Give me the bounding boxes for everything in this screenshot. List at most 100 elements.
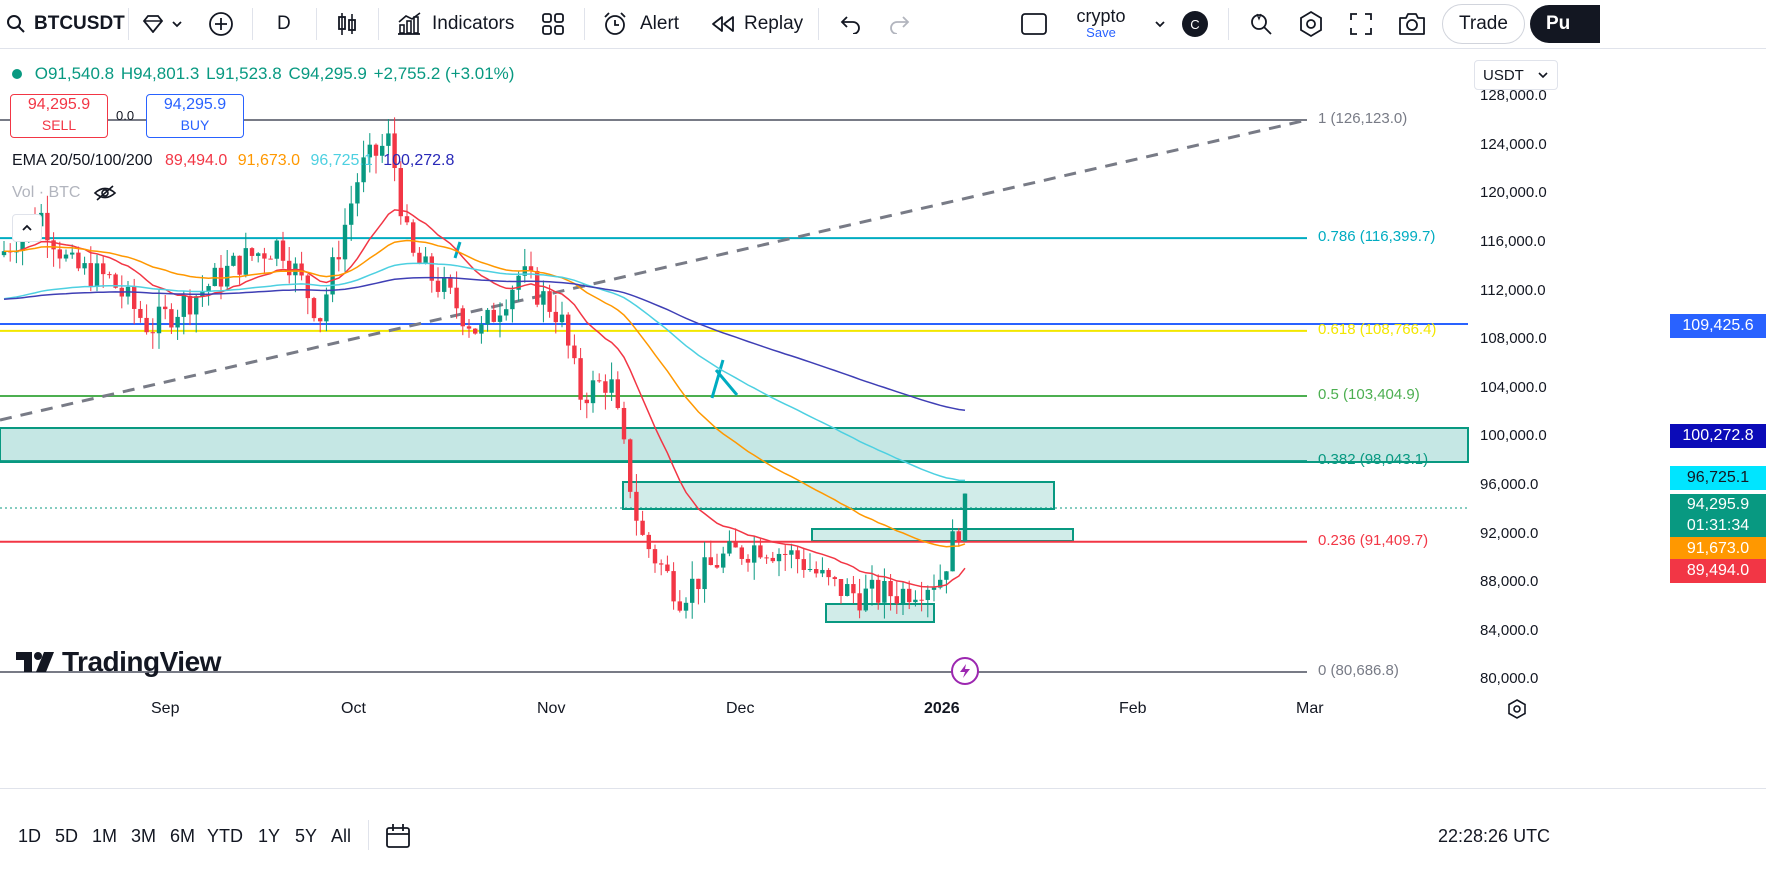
range-button[interactable]: 3M	[131, 826, 157, 846]
quick-search-button[interactable]	[1248, 0, 1274, 48]
candle-body	[845, 584, 850, 596]
candle-body	[900, 588, 906, 604]
ema-legend[interactable]: EMA 20/50/100/200 89,494.0 91,673.0 96,7…	[12, 152, 454, 170]
candle-body	[733, 541, 738, 548]
time-axis[interactable]: Sep Oct Nov Dec 2026 Feb Mar	[0, 696, 1470, 726]
indicators-button[interactable]: Indicators	[396, 0, 514, 48]
redo-button[interactable]	[888, 0, 912, 48]
range-button[interactable]: 5Y	[295, 826, 318, 846]
demand-zone	[811, 528, 1074, 542]
interval-button[interactable]: D	[277, 0, 291, 48]
layout-name-button[interactable]: crypto Save	[1062, 0, 1140, 48]
buy-label: BUY	[180, 117, 210, 133]
candle-body	[349, 203, 354, 225]
candle-body	[671, 571, 676, 602]
layout-menu-button[interactable]	[1153, 0, 1167, 48]
replay-button[interactable]: Replay	[710, 0, 803, 48]
candle-body	[770, 557, 775, 562]
settings-button[interactable]	[1297, 0, 1325, 48]
time-axis-label: Nov	[537, 700, 566, 717]
fib-level-label: 0.5 (103,404.9)	[1318, 386, 1420, 403]
symbol-search[interactable]: BTCUSDT	[6, 0, 125, 48]
candle-body	[925, 589, 930, 601]
candle-body	[535, 270, 540, 305]
candle-body	[262, 253, 267, 259]
layout-select-button[interactable]	[1020, 0, 1048, 48]
candle-body	[665, 564, 670, 572]
chart-area[interactable]: O91,540.8 H94,801.3 L91,523.8 C94,295.9 …	[0, 56, 1766, 786]
range-button[interactable]: 1D	[18, 826, 42, 846]
compare-symbol-button[interactable]	[208, 0, 234, 48]
candle-body	[944, 571, 949, 580]
candle-body	[491, 309, 496, 322]
candle-body	[355, 182, 360, 204]
candle-body	[398, 168, 403, 217]
range-button[interactable]: 1Y	[258, 826, 281, 846]
data-premium-button[interactable]	[142, 0, 184, 48]
range-button[interactable]: 1M	[92, 826, 118, 846]
publish-button[interactable]: Pu	[1530, 0, 1601, 48]
avatar[interactable]: C	[1182, 0, 1208, 48]
snapshot-button[interactable]	[1397, 0, 1427, 48]
sell-button[interactable]: 94,295.9 SELL	[10, 94, 108, 138]
candle-body	[863, 588, 868, 611]
range-button[interactable]: YTD	[207, 826, 243, 846]
tradingview-watermark[interactable]: TradingView	[14, 646, 221, 678]
candle-body	[435, 280, 441, 292]
candle-body	[256, 253, 261, 256]
candle-body	[101, 263, 106, 275]
candle-body	[528, 266, 534, 271]
fullscreen-button[interactable]	[1348, 0, 1374, 48]
price-axis-label: 116,000.0	[1480, 232, 1546, 250]
fullscreen-icon	[1350, 13, 1372, 35]
candle-body	[838, 579, 844, 596]
collapse-legend-button[interactable]	[12, 214, 42, 242]
price-axis-label: 80,000.0	[1480, 670, 1539, 688]
price-axis-label: 96,000.0	[1480, 475, 1539, 493]
chart-type-button[interactable]	[336, 0, 358, 48]
candle-body	[392, 133, 397, 169]
single-layout-icon	[1021, 13, 1047, 35]
buy-button[interactable]: 94,295.9 BUY	[146, 94, 244, 138]
undo-button[interactable]	[838, 0, 862, 48]
fib-level-label: 1 (126,123.0)	[1318, 110, 1408, 127]
volume-legend[interactable]: Vol · BTC	[12, 184, 117, 202]
gear-icon	[1508, 699, 1526, 719]
last-price: 94,295.9	[1686, 496, 1750, 513]
candle-body	[739, 547, 744, 559]
range-button[interactable]: All	[331, 826, 352, 846]
avatar-letter: C	[1182, 11, 1208, 37]
eye-hidden-icon[interactable]	[93, 184, 117, 202]
candle-body	[814, 569, 819, 574]
candles-icon	[338, 13, 356, 35]
layout-name: crypto	[1076, 6, 1126, 26]
range-button[interactable]: 5D	[55, 826, 79, 846]
candle-body	[634, 491, 639, 521]
date-range-button[interactable]	[384, 822, 412, 850]
ohlc-legend: O91,540.8 H94,801.3 L91,523.8 C94,295.9 …	[12, 64, 514, 84]
chart-canvas[interactable]	[0, 56, 1766, 786]
candle-body	[497, 315, 503, 322]
clock[interactable]: 22:28:26 UTC	[1438, 826, 1551, 846]
candle-body	[677, 601, 682, 611]
trade-button[interactable]: Trade	[1442, 0, 1525, 48]
chevron-down-icon	[172, 21, 182, 28]
candle-body	[745, 558, 751, 563]
templates-button[interactable]	[541, 0, 565, 48]
range-button[interactable]: 6M	[170, 826, 196, 846]
candle-body	[249, 248, 255, 256]
event-marker[interactable]	[951, 657, 979, 685]
candle-body	[423, 256, 428, 264]
candle-body	[1, 251, 7, 256]
bottom-bar	[0, 788, 1766, 879]
buy-price: 94,295.9	[163, 96, 227, 113]
currency-select[interactable]: USDT	[1474, 60, 1558, 90]
alert-button[interactable]: Alert	[602, 0, 679, 48]
divider	[128, 8, 129, 40]
sell-price: 94,295.9	[27, 96, 91, 113]
divider	[316, 8, 317, 40]
price-axis[interactable]: 128,000.0 124,000.0 120,000.0 116,000.0 112,…	[1470, 56, 1566, 696]
candle-body	[156, 306, 162, 334]
candle-body	[907, 588, 912, 603]
goto-settings-button[interactable]	[1506, 698, 1530, 722]
